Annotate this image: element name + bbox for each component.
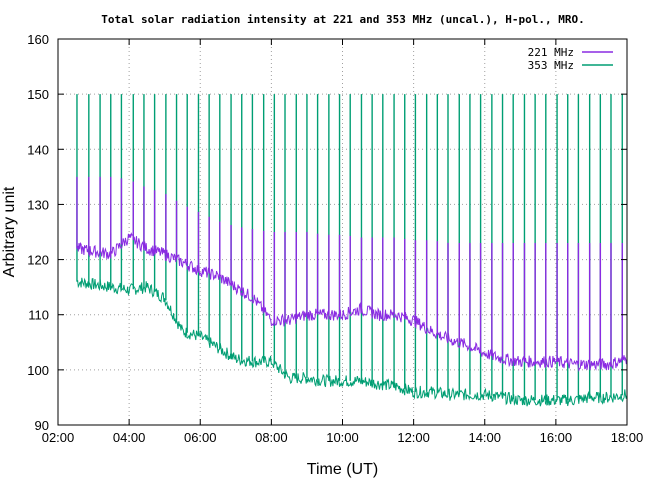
y-tick-label: 100 (27, 363, 49, 378)
x-tick-label: 10:00 (326, 430, 359, 445)
y-tick-label: 150 (27, 87, 49, 102)
x-tick-label: 14:00 (468, 430, 501, 445)
y-tick-label: 120 (27, 253, 49, 268)
y-tick-label: 160 (27, 32, 49, 47)
chart-title: Total solar radiation intensity at 221 a… (101, 13, 584, 26)
series-layer (76, 94, 628, 407)
legend-label: 353 MHz (528, 59, 574, 72)
x-tick-label: 12:00 (397, 430, 430, 445)
x-tick-label: 04:00 (113, 430, 146, 445)
y-tick-label: 130 (27, 197, 49, 212)
x-tick-label: 02:00 (42, 430, 75, 445)
x-tick-label: 08:00 (255, 430, 288, 445)
x-tick-label: 18:00 (611, 430, 644, 445)
legend-label: 221 MHz (528, 46, 574, 59)
y-tick-label: 110 (28, 308, 49, 323)
series-line (76, 277, 628, 407)
ticks: 02:00 04:00 06:00 08:00 10:00 12:00 14:00 16:00… (27, 32, 643, 445)
y-axis-label: Arbitrary unit (1, 186, 18, 277)
y-tick-label: 140 (27, 142, 49, 157)
series-0 (76, 176, 628, 373)
x-axis-label: Time (UT) (307, 461, 378, 478)
x-tick-label: 16:00 (540, 430, 573, 445)
y-tick-label: 90 (35, 418, 49, 433)
x-tick-label: 06:00 (184, 430, 217, 445)
